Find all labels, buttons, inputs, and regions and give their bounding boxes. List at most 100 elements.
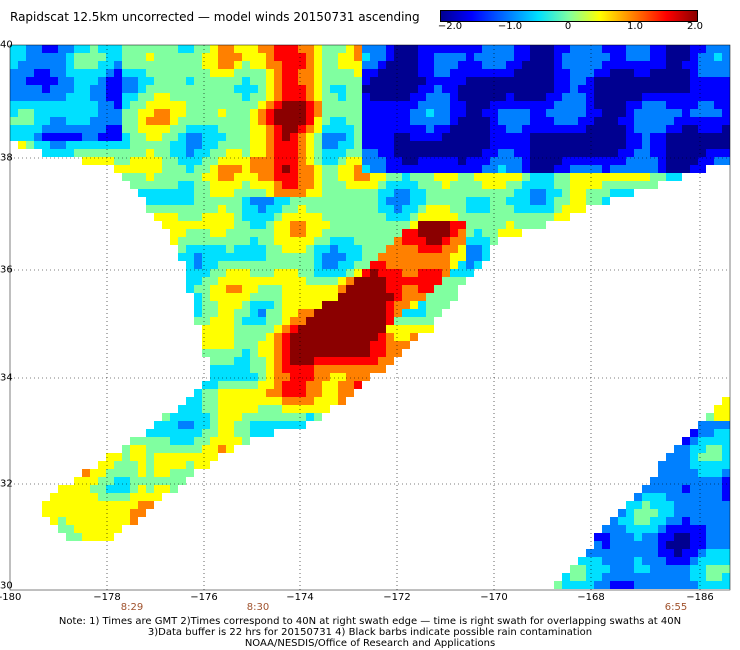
wind-cell (234, 269, 242, 277)
wind-cell (626, 557, 634, 565)
wind-cell (122, 165, 130, 173)
wind-cell (586, 157, 594, 165)
wind-cell (314, 365, 322, 373)
wind-cell (234, 77, 242, 85)
wind-cell (274, 237, 282, 245)
wind-cell (498, 173, 506, 181)
wind-cell (370, 221, 378, 229)
wind-cell (690, 101, 698, 109)
wind-cell (154, 93, 162, 101)
wind-cell (218, 269, 226, 277)
wind-cell (722, 141, 730, 149)
wind-cell (234, 53, 242, 61)
wind-cell (266, 397, 274, 405)
wind-cell (242, 365, 250, 373)
wind-cell (426, 157, 434, 165)
wind-cell (690, 453, 698, 461)
wind-cell (346, 381, 354, 389)
wind-cell (530, 61, 538, 69)
wind-cell (170, 205, 178, 213)
wind-cell (634, 493, 642, 501)
wind-cell (274, 85, 282, 93)
wind-cell (178, 45, 186, 53)
wind-cell (378, 61, 386, 69)
wind-cell (210, 69, 218, 77)
wind-cell (362, 165, 370, 173)
wind-cell (586, 109, 594, 117)
wind-cell (50, 53, 58, 61)
wind-cell (290, 413, 298, 421)
wind-cell (218, 365, 226, 373)
wind-cell (178, 93, 186, 101)
wind-cell (626, 509, 634, 517)
wind-cell (106, 69, 114, 77)
wind-cell (506, 85, 514, 93)
wind-cell (698, 61, 706, 69)
wind-cell (514, 197, 522, 205)
wind-cell (378, 133, 386, 141)
wind-cell (202, 333, 210, 341)
wind-cell (98, 61, 106, 69)
wind-cell (378, 101, 386, 109)
wind-cell (266, 85, 274, 93)
wind-cell (410, 189, 418, 197)
wind-cell (418, 189, 426, 197)
swath-time: 6:55 (664, 602, 688, 613)
wind-cell (722, 429, 730, 437)
wind-cell (418, 197, 426, 205)
wind-cell (498, 165, 506, 173)
wind-cell (218, 301, 226, 309)
wind-cell (602, 173, 610, 181)
wind-cell (314, 221, 322, 229)
wind-cell (450, 213, 458, 221)
wind-cell (266, 373, 274, 381)
wind-cell (210, 53, 218, 61)
wind-cell (618, 69, 626, 77)
wind-cell (698, 493, 706, 501)
wind-cell (226, 349, 234, 357)
wind-cell (154, 117, 162, 125)
wind-cell (50, 61, 58, 69)
wind-cell (354, 157, 362, 165)
wind-cell (258, 85, 266, 93)
wind-cell (538, 85, 546, 93)
wind-cell (282, 285, 290, 293)
wind-cell (378, 213, 386, 221)
wind-cell (322, 157, 330, 165)
wind-cell (722, 77, 730, 85)
wind-cell (634, 125, 642, 133)
wind-cell (162, 141, 170, 149)
wind-cell (18, 125, 26, 133)
wind-cell (434, 205, 442, 213)
wind-cell (298, 253, 306, 261)
wind-cell (162, 197, 170, 205)
wind-cell (466, 157, 474, 165)
wind-cell (514, 149, 522, 157)
wind-cell (194, 293, 202, 301)
wind-cell (194, 149, 202, 157)
wind-cell (162, 173, 170, 181)
wind-cell (58, 109, 66, 117)
wind-cell (282, 141, 290, 149)
wind-cell (282, 269, 290, 277)
wind-cell (562, 77, 570, 85)
wind-cell (674, 141, 682, 149)
wind-cell (234, 61, 242, 69)
wind-cell (266, 205, 274, 213)
wind-cell (194, 437, 202, 445)
wind-cell (634, 69, 642, 77)
wind-cell (698, 557, 706, 565)
wind-cell (250, 45, 258, 53)
wind-cell (234, 149, 242, 157)
wind-cell (514, 133, 522, 141)
wind-cell (386, 269, 394, 277)
wind-cell (650, 525, 658, 533)
wind-cell (378, 173, 386, 181)
wind-cell (594, 173, 602, 181)
wind-cell (266, 229, 274, 237)
wind-cell (378, 197, 386, 205)
wind-cell (122, 45, 130, 53)
wind-cell (202, 381, 210, 389)
wind-cell (690, 53, 698, 61)
wind-cell (314, 165, 322, 173)
